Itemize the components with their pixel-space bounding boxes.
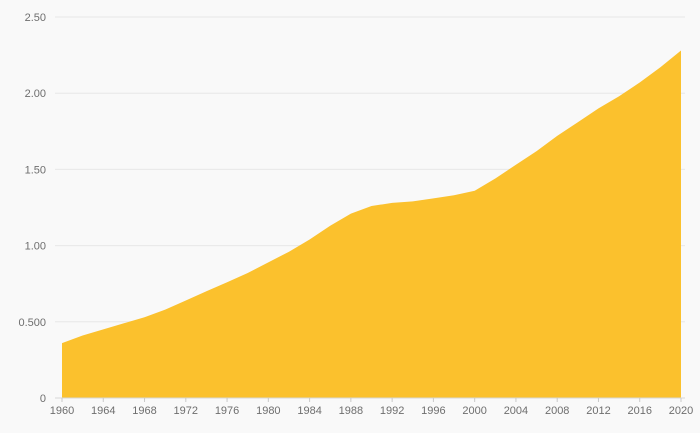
svg-text:1.00: 1.00 xyxy=(25,241,46,253)
svg-text:1972: 1972 xyxy=(174,405,198,417)
svg-text:1968: 1968 xyxy=(132,405,156,417)
svg-text:0.500: 0.500 xyxy=(18,317,46,329)
svg-text:2012: 2012 xyxy=(586,405,610,417)
axes xyxy=(55,397,685,402)
svg-text:2.50: 2.50 xyxy=(25,12,46,24)
svg-text:1984: 1984 xyxy=(297,405,321,417)
area-series xyxy=(62,50,681,398)
svg-text:1976: 1976 xyxy=(215,405,239,417)
svg-text:0: 0 xyxy=(40,393,46,405)
svg-text:1980: 1980 xyxy=(256,405,280,417)
svg-text:1988: 1988 xyxy=(339,405,363,417)
svg-text:1.50: 1.50 xyxy=(25,164,46,176)
area-fill xyxy=(62,50,681,398)
svg-text:1964: 1964 xyxy=(91,405,115,417)
svg-text:1992: 1992 xyxy=(380,405,404,417)
svg-text:2000: 2000 xyxy=(462,405,486,417)
svg-text:2020: 2020 xyxy=(669,405,693,417)
svg-text:1960: 1960 xyxy=(50,405,74,417)
svg-text:1996: 1996 xyxy=(421,405,445,417)
svg-text:2.00: 2.00 xyxy=(25,88,46,100)
svg-text:2008: 2008 xyxy=(545,405,569,417)
svg-text:2004: 2004 xyxy=(504,405,528,417)
axis-labels: 0 0.500 1.00 1.50 2.00 2.50 1960 1964 1968 1972 19… xyxy=(18,12,693,417)
svg-text:2016: 2016 xyxy=(627,405,651,417)
